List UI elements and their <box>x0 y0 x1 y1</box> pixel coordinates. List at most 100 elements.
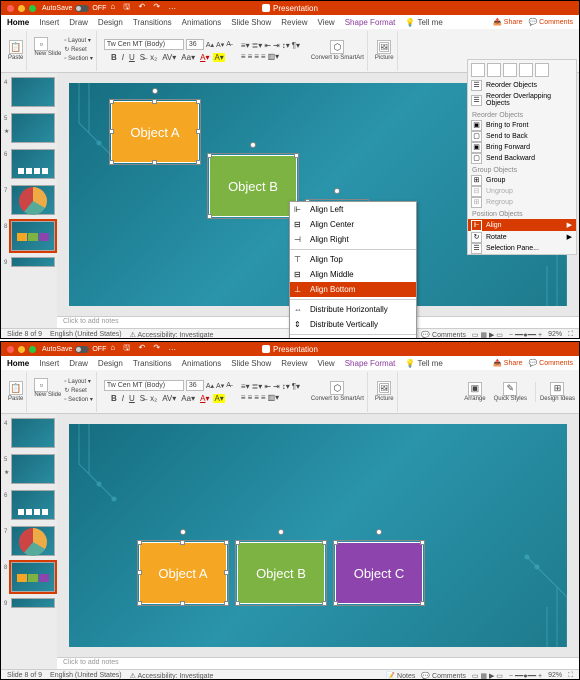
thumb-5[interactable]: 5★ <box>11 454 55 484</box>
zoom-level[interactable]: 92% <box>548 672 562 679</box>
share-button[interactable]: 📤 Share <box>493 18 522 26</box>
thumb-7[interactable]: 7 <box>11 185 55 215</box>
tell-me[interactable]: 💡 Tell me <box>405 359 442 368</box>
design-ideas-button[interactable]: ⊞Design Ideas <box>535 382 575 402</box>
tab-draw[interactable]: Draw <box>69 18 88 27</box>
thumb-8[interactable]: 8 <box>11 562 55 592</box>
italic-button[interactable]: I <box>121 53 125 62</box>
thumb-4[interactable]: 4 <box>11 77 55 107</box>
object-a[interactable]: Object A <box>139 542 227 604</box>
window-controls[interactable] <box>7 5 36 12</box>
fit-button[interactable]: ⛶ <box>568 672 573 680</box>
font-name-select[interactable]: Tw Cen MT (Body) <box>104 39 184 50</box>
rotate-menu[interactable]: ↻Rotate▶ <box>468 231 576 243</box>
highlight-button[interactable]: A▾ <box>213 53 224 62</box>
thumbnail-panel[interactable]: 4 5★ 6 7 8 9 <box>1 414 57 669</box>
qat-icons[interactable]: ⌂ 🖫 ↶ ↷ … <box>110 342 179 356</box>
font-color-button[interactable]: A▾ <box>199 53 210 62</box>
tab-design[interactable]: Design <box>98 359 123 368</box>
layout-button[interactable]: ▫ Layout ▾ <box>64 37 93 46</box>
align-bottom[interactable]: ⊥Align Bottom <box>290 282 416 297</box>
section-button[interactable]: ▫ Section ▾ <box>64 55 93 64</box>
new-slide-button[interactable]: ▫ <box>34 37 48 51</box>
font-size-select[interactable]: 36 <box>186 380 204 391</box>
comments-button[interactable]: 💬 Comments <box>528 18 573 26</box>
zoom-level[interactable]: 92% <box>548 331 562 338</box>
smartart-group[interactable]: ⬡Convert to SmartArt <box>308 31 368 71</box>
font-size-select[interactable]: 36 <box>186 39 204 50</box>
bring-front[interactable]: ▣Bring to Front <box>468 120 576 131</box>
smartart-group[interactable]: ⬡Convert to SmartArt <box>308 372 368 412</box>
tab-review[interactable]: Review <box>281 18 307 27</box>
tab-home[interactable]: Home <box>7 359 29 368</box>
thumbnail-panel[interactable]: 4 5★ 6 7 8 9 <box>1 73 57 328</box>
tab-transitions[interactable]: Transitions <box>133 359 172 368</box>
tab-home[interactable]: Home <box>7 18 29 27</box>
distribute-h[interactable]: ⇔Distribute Horizontally <box>290 302 416 317</box>
tab-shape-format[interactable]: Shape Format <box>345 18 396 27</box>
reorder-overlap[interactable]: ☰Reorder Overlapping Objects <box>468 91 576 109</box>
picture-group[interactable]: 🖼Picture <box>372 372 398 412</box>
comments-toggle[interactable]: 💬 Comments <box>421 331 466 339</box>
thumb-9[interactable]: 9 <box>11 598 55 608</box>
tab-view[interactable]: View <box>318 359 335 368</box>
picture-group[interactable]: 🖼Picture <box>372 31 398 71</box>
reorder-objects[interactable]: ☰Reorder Objects <box>468 80 576 91</box>
accessibility[interactable]: ⚠ Accessibility: Investigate <box>130 331 214 339</box>
arrange-button[interactable]: ▣Arrange <box>464 382 485 402</box>
tell-me[interactable]: 💡 Tell me <box>405 18 442 27</box>
thumb-8[interactable]: 8 <box>11 221 55 251</box>
qat-icons[interactable]: ⌂ 🖫 ↶ ↷ … <box>110 1 179 15</box>
paste-group[interactable]: 📋Paste <box>5 31 27 71</box>
comments-toggle[interactable]: 💬 Comments <box>421 672 466 680</box>
align-middle[interactable]: ⊟Align Middle <box>290 267 416 282</box>
group[interactable]: ⊞Group <box>468 175 576 186</box>
thumb-5[interactable]: 5★ <box>11 113 55 143</box>
language[interactable]: English (United States) <box>50 331 122 338</box>
view-buttons[interactable]: ▭ ▦ ▶ ▭ <box>472 672 503 680</box>
tab-slideshow[interactable]: Slide Show <box>231 359 271 368</box>
thumb-4[interactable]: 4 <box>11 418 55 448</box>
tab-draw[interactable]: Draw <box>69 359 88 368</box>
window-controls[interactable] <box>7 346 36 353</box>
tab-shape-format[interactable]: Shape Format <box>345 359 396 368</box>
bold-button[interactable]: B <box>110 53 118 62</box>
object-a[interactable]: Object A <box>111 101 199 163</box>
accessibility[interactable]: ⚠ Accessibility: Investigate <box>130 672 214 680</box>
zoom-slider[interactable]: − ━━●━━ + <box>509 331 542 339</box>
font-name-select[interactable]: Tw Cen MT (Body) <box>104 380 184 391</box>
slide-canvas[interactable]: Object A Object B Object C <box>57 414 579 657</box>
autosave-toggle[interactable]: AutoSaveOFF <box>42 346 106 353</box>
send-backward[interactable]: ▢Send Backward <box>468 153 576 164</box>
bring-forward[interactable]: ▣Bring Forward <box>468 142 576 153</box>
quick-styles-button[interactable]: ✎Quick Styles <box>494 382 527 402</box>
notes-pane[interactable]: Click to add notes <box>57 657 579 669</box>
notes-toggle[interactable]: 📝 Notes <box>386 672 415 680</box>
zoom-slider[interactable]: − ━━●━━ + <box>509 672 542 680</box>
strike-button[interactable]: S̶ <box>139 53 146 62</box>
comments-button[interactable]: 💬 Comments <box>528 359 573 367</box>
object-b[interactable]: Object B <box>237 542 325 604</box>
thumb-6[interactable]: 6 <box>11 149 55 179</box>
selection-pane[interactable]: ☰Selection Pane... <box>468 243 576 254</box>
object-b[interactable]: Object B <box>209 155 297 217</box>
tab-view[interactable]: View <box>318 18 335 27</box>
align-menu[interactable]: ⊩Align▶ <box>468 219 576 231</box>
underline-button[interactable]: U <box>128 53 136 62</box>
tab-insert[interactable]: Insert <box>39 18 59 27</box>
tab-animations[interactable]: Animations <box>182 18 222 27</box>
reset-button[interactable]: ↻ Reset <box>64 46 93 55</box>
align-top[interactable]: ⊤Align Top <box>290 252 416 267</box>
align-right[interactable]: ⊣Align Right <box>290 232 416 247</box>
share-button[interactable]: 📤 Share <box>493 359 522 367</box>
send-back[interactable]: ▢Send to Back <box>468 131 576 142</box>
language[interactable]: English (United States) <box>50 672 122 679</box>
clear-format-icon[interactable]: A̶ <box>226 41 231 48</box>
tab-slideshow[interactable]: Slide Show <box>231 18 271 27</box>
thumb-7[interactable]: 7 <box>11 526 55 556</box>
autosave-toggle[interactable]: AutoSaveOFF <box>42 5 106 12</box>
tab-review[interactable]: Review <box>281 359 307 368</box>
grow-font-icon[interactable]: A▴ <box>206 41 214 49</box>
tab-design[interactable]: Design <box>98 18 123 27</box>
tab-transitions[interactable]: Transitions <box>133 18 172 27</box>
